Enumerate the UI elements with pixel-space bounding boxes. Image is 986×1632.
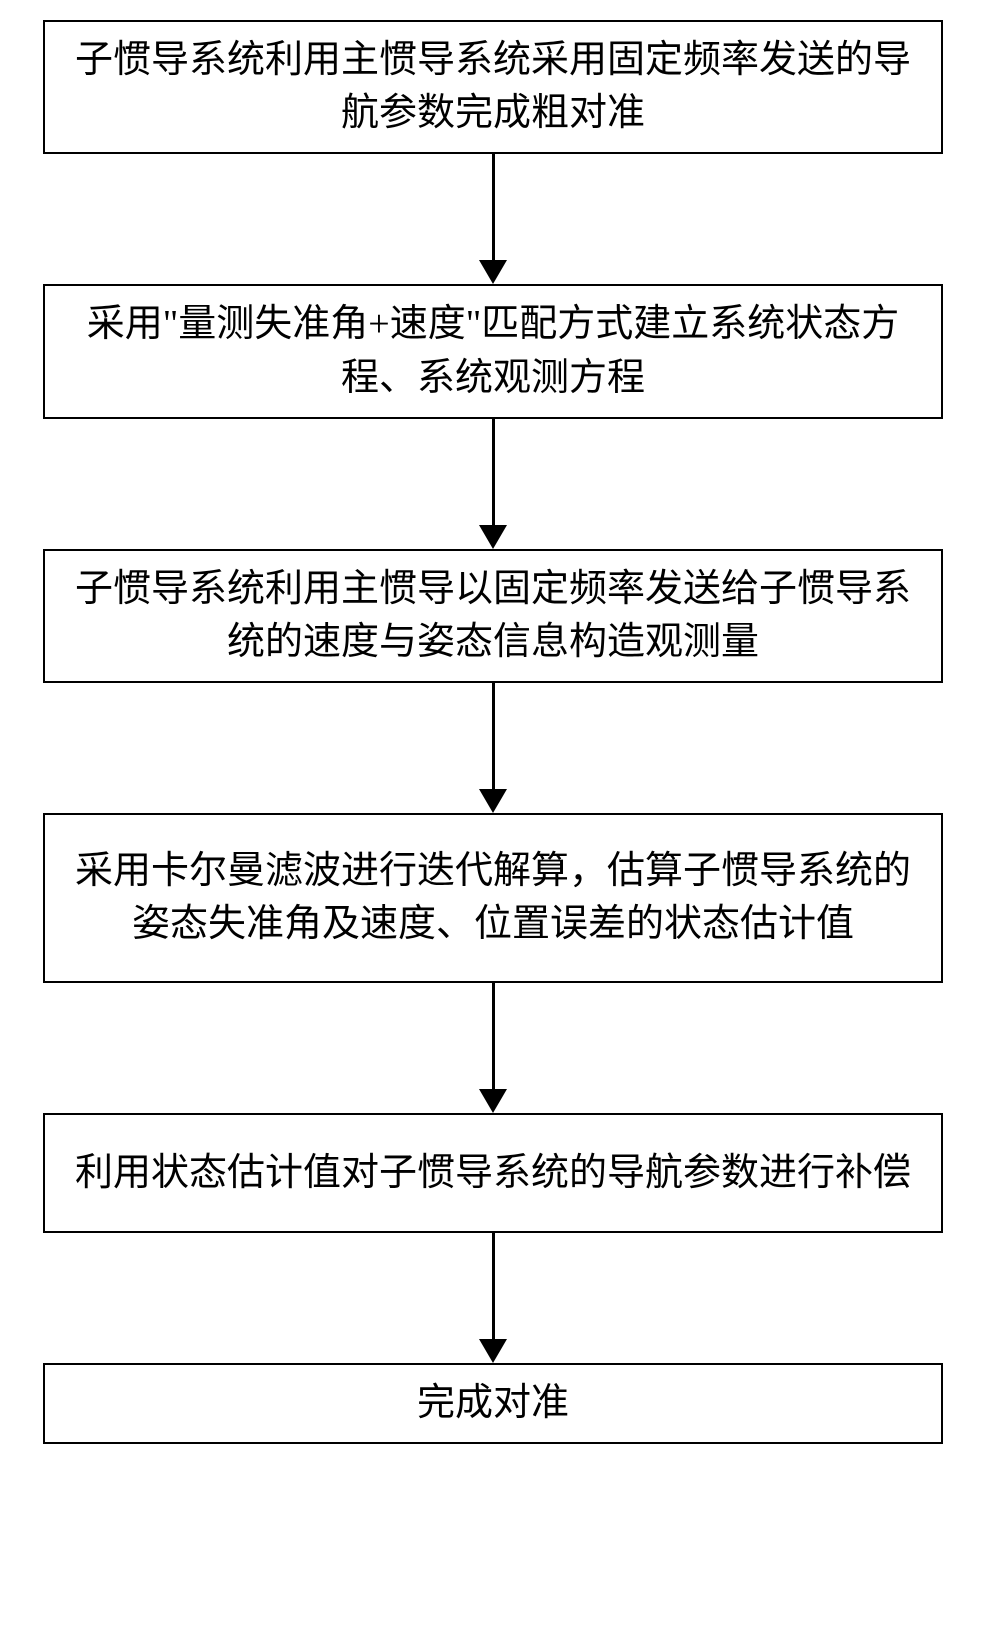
step-text: 采用"量测失准角+速度"匹配方式建立系统状态方程、系统观测方程: [65, 298, 921, 404]
arrow-head-icon: [479, 1089, 507, 1113]
flowchart-step-4: 采用卡尔曼滤波进行迭代解算，估算子惯导系统的姿态失准角及速度、位置误差的状态估计…: [43, 813, 943, 983]
arrow-5-6: [479, 1233, 507, 1363]
step-text: 采用卡尔曼滤波进行迭代解算，估算子惯导系统的姿态失准角及速度、位置误差的状态估计…: [65, 845, 921, 951]
arrow-head-icon: [479, 525, 507, 549]
step-text: 完成对准: [417, 1377, 569, 1430]
flowchart-step-2: 采用"量测失准角+速度"匹配方式建立系统状态方程、系统观测方程: [43, 284, 943, 418]
step-text: 子惯导系统利用主惯导系统采用固定频率发送的导航参数完成粗对准: [65, 34, 921, 140]
flowchart-step-1: 子惯导系统利用主惯导系统采用固定频率发送的导航参数完成粗对准: [43, 20, 943, 154]
arrow-4-5: [479, 983, 507, 1113]
arrow-line: [492, 154, 495, 260]
step-text: 利用状态估计值对子惯导系统的导航参数进行补偿: [75, 1147, 911, 1200]
arrow-head-icon: [479, 789, 507, 813]
flowchart-container: 子惯导系统利用主惯导系统采用固定频率发送的导航参数完成粗对准 采用"量测失准角+…: [40, 20, 946, 1444]
flowchart-step-5: 利用状态估计值对子惯导系统的导航参数进行补偿: [43, 1113, 943, 1233]
arrow-line: [492, 683, 495, 789]
step-text: 子惯导系统利用主惯导以固定频率发送给子惯导系统的速度与姿态信息构造观测量: [65, 563, 921, 669]
arrow-line: [492, 419, 495, 525]
arrow-line: [492, 1233, 495, 1339]
arrow-3-4: [479, 683, 507, 813]
arrow-line: [492, 983, 495, 1089]
flowchart-step-6: 完成对准: [43, 1363, 943, 1444]
arrow-1-2: [479, 154, 507, 284]
flowchart-step-3: 子惯导系统利用主惯导以固定频率发送给子惯导系统的速度与姿态信息构造观测量: [43, 549, 943, 683]
arrow-2-3: [479, 419, 507, 549]
arrow-head-icon: [479, 1339, 507, 1363]
arrow-head-icon: [479, 260, 507, 284]
